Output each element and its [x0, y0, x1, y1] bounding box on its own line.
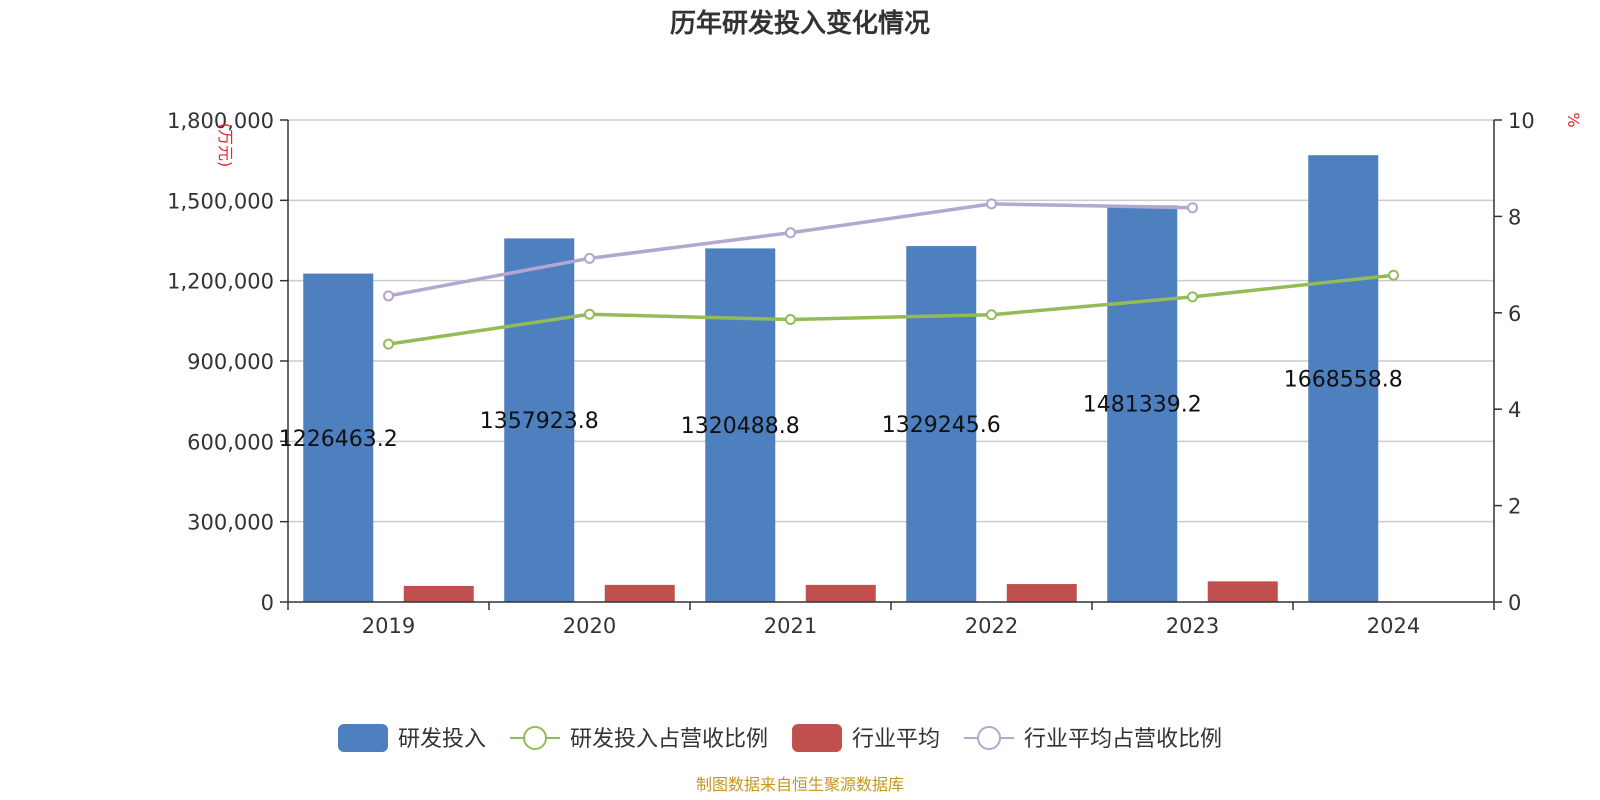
- lines: [383, 198, 1399, 350]
- legend-swatch: [338, 724, 388, 752]
- bars: [303, 155, 1379, 603]
- legend-label: 研发投入: [398, 727, 486, 752]
- line-point: [1388, 269, 1399, 281]
- bar: [1308, 155, 1379, 603]
- chart-title: 历年研发投入变化情况: [670, 8, 930, 39]
- y-right-tick-label: 2: [1508, 495, 1521, 519]
- y-left-tick-label: 600,000: [187, 430, 274, 454]
- bar-data-label: 1320488.8: [681, 414, 800, 439]
- line-point: [584, 252, 595, 264]
- line-point: [383, 338, 394, 350]
- x-tick-label: 2021: [764, 614, 817, 638]
- bar: [1006, 584, 1077, 602]
- legend-swatch-marker: [977, 726, 1002, 750]
- series-line: [388, 273, 1394, 346]
- bar: [906, 246, 977, 603]
- bar: [403, 585, 474, 602]
- x-tick-label: 2024: [1367, 614, 1420, 638]
- x-tick-label: 2022: [965, 614, 1018, 638]
- y-left-tick-label: 1,800,000: [167, 109, 274, 133]
- legend-label: 行业平均占营收比例: [1024, 727, 1222, 752]
- y-left-tick-label: 300,000: [187, 511, 274, 535]
- line-point: [1187, 202, 1198, 214]
- left-axis-unit: (万元): [216, 123, 235, 168]
- x-tick-label: 2023: [1166, 614, 1219, 638]
- legend-swatch-marker: [523, 726, 548, 750]
- bar: [705, 248, 776, 602]
- bar-data-label: 1226463.2: [279, 427, 398, 452]
- legend: 研发投入 研发投入占营收比例 行业平均 行业平均占营收比例: [338, 724, 1222, 752]
- legend-swatch: [792, 724, 843, 752]
- line-point: [986, 309, 997, 321]
- bar: [805, 584, 876, 602]
- grid: [288, 119, 1494, 523]
- bar: [303, 273, 374, 602]
- y-left-tick-label: 0: [261, 591, 274, 615]
- line-point: [785, 314, 796, 326]
- data-labels: 1226463.2 1357923.8 1320488.8 1329245.6 1481…: [279, 368, 1403, 452]
- y-right-tick-label: 10: [1508, 109, 1535, 133]
- y-left-tick-label: 1,500,000: [167, 189, 274, 213]
- bar-data-label: 1357923.8: [480, 409, 599, 434]
- x-tick-label: 2020: [563, 614, 616, 638]
- line-point: [1187, 291, 1198, 303]
- legend-label: 行业平均: [852, 727, 940, 752]
- bar-data-label: 1481339.2: [1083, 393, 1202, 418]
- y-right-tick-label: 4: [1508, 398, 1521, 422]
- line-point: [584, 308, 595, 320]
- x-tick-label: 2019: [362, 614, 415, 638]
- y-left-tick-label: 1,200,000: [167, 270, 274, 294]
- y-right-tick-label: 8: [1508, 205, 1521, 229]
- line-point: [785, 227, 796, 239]
- axes: 0 300,000 600,000 900,000 1,200,000 1,500,000…: [167, 109, 1535, 638]
- y-right-tick-label: 6: [1508, 302, 1521, 326]
- line-point: [986, 198, 997, 210]
- y-right-tick-label: 0: [1508, 591, 1521, 615]
- bar-data-label: 1329245.6: [882, 413, 1001, 438]
- bar: [504, 238, 575, 603]
- bar: [604, 584, 675, 602]
- y-left-tick-label: 900,000: [187, 350, 274, 374]
- right-axis-unit: %: [1564, 112, 1583, 127]
- bar: [1107, 205, 1178, 603]
- line-point: [383, 290, 394, 302]
- legend-label: 研发投入占营收比例: [570, 727, 768, 752]
- source-note: 制图数据来自恒生聚源数据库: [696, 775, 904, 794]
- bar-data-label: 1668558.8: [1284, 368, 1403, 393]
- bar: [1207, 581, 1278, 602]
